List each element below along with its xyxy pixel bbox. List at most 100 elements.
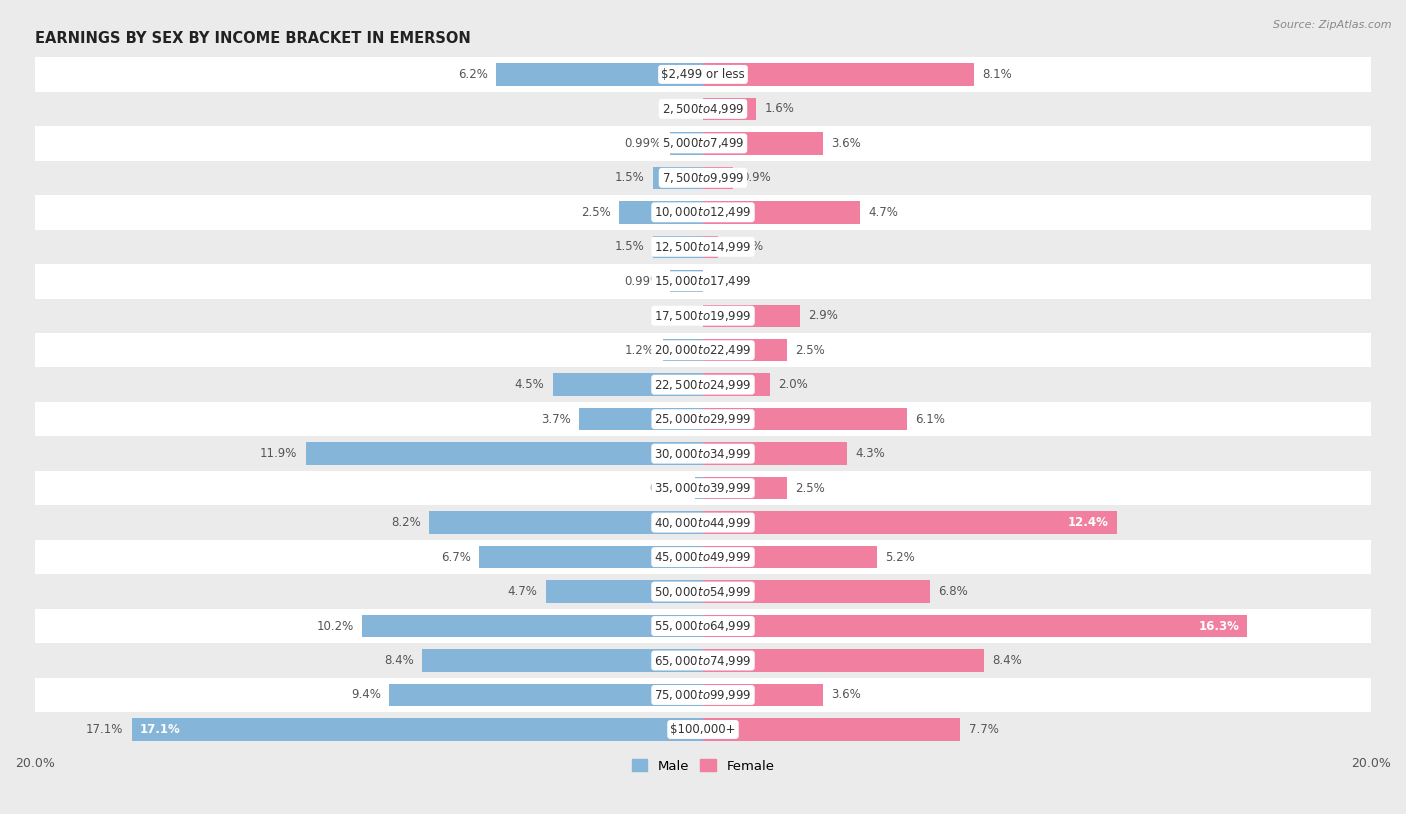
Bar xyxy=(703,132,824,155)
Text: 16.3%: 16.3% xyxy=(1198,619,1239,632)
Text: $10,000 to $12,499: $10,000 to $12,499 xyxy=(654,205,752,219)
Bar xyxy=(305,443,703,465)
Bar xyxy=(669,132,703,155)
Bar xyxy=(652,167,703,189)
Text: 8.4%: 8.4% xyxy=(384,654,413,667)
Text: 5.2%: 5.2% xyxy=(884,550,915,563)
Text: $35,000 to $39,999: $35,000 to $39,999 xyxy=(654,481,752,495)
Text: $40,000 to $44,999: $40,000 to $44,999 xyxy=(654,515,752,530)
Text: 2.5%: 2.5% xyxy=(582,206,612,219)
Bar xyxy=(703,374,770,396)
Text: 17.1%: 17.1% xyxy=(141,723,181,736)
Bar xyxy=(703,167,733,189)
Bar xyxy=(703,304,800,327)
Bar xyxy=(703,615,1247,637)
Bar xyxy=(35,333,1371,367)
Text: 8.1%: 8.1% xyxy=(981,68,1012,81)
Text: $50,000 to $54,999: $50,000 to $54,999 xyxy=(654,584,752,598)
Bar xyxy=(363,615,703,637)
Bar xyxy=(35,92,1371,126)
Text: 0.9%: 0.9% xyxy=(741,171,770,184)
Text: $22,500 to $24,999: $22,500 to $24,999 xyxy=(654,378,752,392)
Text: $2,500 to $4,999: $2,500 to $4,999 xyxy=(662,102,744,116)
Text: 3.6%: 3.6% xyxy=(831,689,862,702)
Bar xyxy=(422,650,703,672)
Text: 11.9%: 11.9% xyxy=(260,447,297,460)
Text: 2.5%: 2.5% xyxy=(794,344,824,357)
Bar xyxy=(35,160,1371,195)
Text: 1.5%: 1.5% xyxy=(614,240,644,253)
Text: $30,000 to $34,999: $30,000 to $34,999 xyxy=(654,447,752,461)
Text: 0.25%: 0.25% xyxy=(650,482,686,495)
Bar xyxy=(35,299,1371,333)
Text: 6.1%: 6.1% xyxy=(915,413,945,426)
Bar xyxy=(703,718,960,741)
Bar xyxy=(35,643,1371,678)
Bar xyxy=(35,367,1371,402)
Text: 1.6%: 1.6% xyxy=(765,103,794,116)
Bar xyxy=(496,63,703,85)
Bar xyxy=(35,402,1371,436)
Text: 1.2%: 1.2% xyxy=(624,344,655,357)
Text: $55,000 to $64,999: $55,000 to $64,999 xyxy=(654,619,752,633)
Bar xyxy=(703,201,860,224)
Text: 4.3%: 4.3% xyxy=(855,447,884,460)
Bar xyxy=(703,684,824,707)
Bar xyxy=(35,575,1371,609)
Text: $17,500 to $19,999: $17,500 to $19,999 xyxy=(654,309,752,322)
Bar xyxy=(35,126,1371,160)
Text: $15,000 to $17,499: $15,000 to $17,499 xyxy=(654,274,752,288)
Text: 2.9%: 2.9% xyxy=(808,309,838,322)
Text: 7.7%: 7.7% xyxy=(969,723,998,736)
Bar xyxy=(703,580,931,602)
Text: $65,000 to $74,999: $65,000 to $74,999 xyxy=(654,654,752,667)
Text: 3.7%: 3.7% xyxy=(541,413,571,426)
Text: 0.45%: 0.45% xyxy=(727,240,763,253)
Text: Source: ZipAtlas.com: Source: ZipAtlas.com xyxy=(1274,20,1392,30)
Bar xyxy=(662,339,703,361)
Bar xyxy=(703,546,877,568)
Bar xyxy=(35,505,1371,540)
Bar xyxy=(35,540,1371,575)
Bar xyxy=(35,609,1371,643)
Bar xyxy=(703,511,1118,534)
Text: 6.2%: 6.2% xyxy=(458,68,488,81)
Bar xyxy=(35,195,1371,230)
Bar xyxy=(695,477,703,499)
Text: 2.5%: 2.5% xyxy=(794,482,824,495)
Text: $45,000 to $49,999: $45,000 to $49,999 xyxy=(654,550,752,564)
Text: $12,500 to $14,999: $12,500 to $14,999 xyxy=(654,240,752,254)
Text: $20,000 to $22,499: $20,000 to $22,499 xyxy=(654,344,752,357)
Text: 9.4%: 9.4% xyxy=(350,689,381,702)
Bar xyxy=(35,230,1371,264)
Bar xyxy=(620,201,703,224)
Text: 4.5%: 4.5% xyxy=(515,379,544,392)
Legend: Male, Female: Male, Female xyxy=(626,754,780,778)
Bar xyxy=(546,580,703,602)
Bar xyxy=(35,436,1371,470)
Bar xyxy=(479,546,703,568)
Text: 0.99%: 0.99% xyxy=(624,137,662,150)
Bar xyxy=(35,712,1371,746)
Text: 17.1%: 17.1% xyxy=(86,723,124,736)
Text: 10.2%: 10.2% xyxy=(316,619,354,632)
Text: 3.6%: 3.6% xyxy=(831,137,862,150)
Bar xyxy=(35,678,1371,712)
Bar xyxy=(35,57,1371,92)
Bar xyxy=(703,650,984,672)
Bar xyxy=(579,408,703,431)
Text: EARNINGS BY SEX BY INCOME BRACKET IN EMERSON: EARNINGS BY SEX BY INCOME BRACKET IN EME… xyxy=(35,31,471,46)
Text: 12.4%: 12.4% xyxy=(1069,516,1109,529)
Text: $5,000 to $7,499: $5,000 to $7,499 xyxy=(662,137,744,151)
Bar xyxy=(652,235,703,258)
Bar xyxy=(35,470,1371,505)
Text: 1.5%: 1.5% xyxy=(614,171,644,184)
Bar xyxy=(669,270,703,292)
Text: $100,000+: $100,000+ xyxy=(671,723,735,736)
Text: $7,500 to $9,999: $7,500 to $9,999 xyxy=(662,171,744,185)
Text: 8.2%: 8.2% xyxy=(391,516,420,529)
Text: 0.0%: 0.0% xyxy=(711,275,741,288)
Text: 6.7%: 6.7% xyxy=(441,550,471,563)
Bar xyxy=(703,339,786,361)
Bar xyxy=(35,264,1371,299)
